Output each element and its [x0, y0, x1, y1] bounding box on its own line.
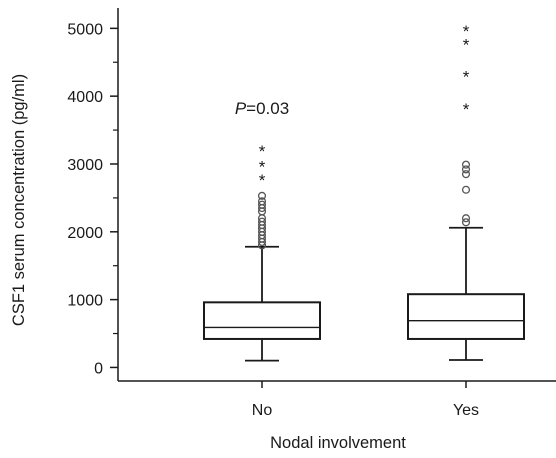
- y-tick-label: 5000: [67, 21, 103, 38]
- x-axis-label: Nodal involvement: [270, 434, 406, 452]
- outlier-star: *: [259, 171, 266, 190]
- y-tick-label: 1000: [67, 293, 103, 310]
- y-axis-label: CSF1 serum concentration (pg/ml): [10, 74, 28, 326]
- outlier-circle: [461, 185, 471, 194]
- outlier-circle: [257, 217, 267, 226]
- y-tick-label: 4000: [67, 89, 103, 106]
- p-value-italic: P: [235, 99, 247, 118]
- outlier-star: *: [463, 36, 470, 55]
- outlier-star: *: [463, 100, 470, 119]
- outlier-circle: [257, 191, 267, 200]
- outlier-circle: [461, 170, 471, 179]
- iqr-box: [203, 301, 321, 340]
- outlier-circle: [461, 214, 471, 223]
- outlier-circle: [257, 197, 267, 206]
- outlier-star: *: [463, 67, 470, 86]
- p-value-rest: =0.03: [246, 99, 289, 118]
- iqr-box: [407, 293, 525, 340]
- outlier-circle: [461, 160, 471, 169]
- x-tick-label: Yes: [453, 402, 479, 419]
- outlier-circle: [257, 200, 267, 209]
- axes: [117, 8, 556, 382]
- outlier-circle: [461, 165, 471, 174]
- y-tick-label: 0: [94, 360, 103, 377]
- outlier-circle: [461, 218, 471, 227]
- box-yes: ****: [407, 22, 525, 361]
- outlier-star: *: [259, 142, 266, 161]
- p-value-annotation: P=0.03: [235, 99, 289, 118]
- boxes: *******: [203, 22, 525, 362]
- y-tick-label: 3000: [67, 157, 103, 174]
- y-ticks: 0 1000 2000 3000 4000 5000: [67, 21, 118, 377]
- outlier-star: *: [259, 158, 266, 177]
- x-tick-label: No: [252, 402, 273, 419]
- x-ticks: No Yes: [252, 381, 479, 419]
- outlier-star: *: [463, 22, 470, 41]
- box-no: ***: [203, 142, 321, 362]
- y-tick-label: 2000: [67, 225, 103, 242]
